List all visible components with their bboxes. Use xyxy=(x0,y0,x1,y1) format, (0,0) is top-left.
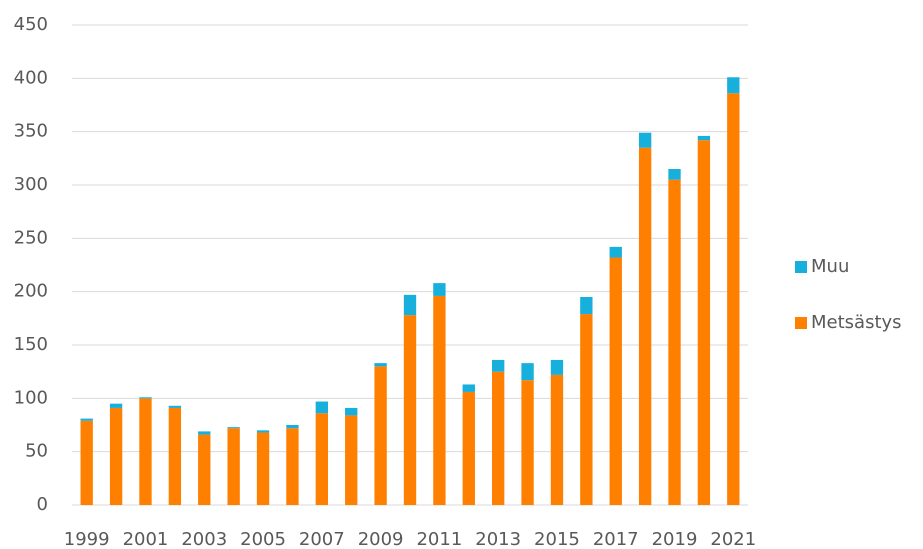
y-tick-label: 0 xyxy=(37,494,48,515)
bar-segment xyxy=(198,434,211,505)
bar-segment xyxy=(550,374,564,505)
bar-segment xyxy=(315,401,328,414)
bar-segment xyxy=(697,140,711,505)
bar-segment xyxy=(462,384,475,392)
bar-segment xyxy=(492,359,505,372)
bar-segment xyxy=(697,135,711,141)
bar-segment xyxy=(580,314,593,505)
bar-segment xyxy=(168,405,182,408)
bar-segment xyxy=(668,179,681,505)
bar-segment xyxy=(638,147,652,505)
bar-segment xyxy=(256,432,270,505)
bar-segment xyxy=(521,380,534,505)
x-tick-label: 2021 xyxy=(710,529,756,549)
bar-segment xyxy=(139,397,152,399)
y-tick-label: 300 xyxy=(14,174,48,195)
bar-segment xyxy=(462,391,475,505)
bar-segment xyxy=(198,431,211,435)
bar-segment xyxy=(727,77,740,94)
x-tick-label: 1999 xyxy=(64,529,110,549)
x-tick-label: 2015 xyxy=(534,529,580,549)
y-tick-label: 450 xyxy=(14,14,48,35)
x-tick-label: 2017 xyxy=(593,529,639,549)
bar-segment xyxy=(227,428,240,505)
bar-segment xyxy=(727,93,740,506)
bar-segment xyxy=(403,294,417,316)
y-tick-label: 200 xyxy=(14,281,48,302)
bar-segment xyxy=(109,403,123,408)
legend-label: Muu xyxy=(811,256,849,277)
bar-segment xyxy=(374,363,387,367)
y-tick-label: 50 xyxy=(25,441,48,462)
legend-swatch xyxy=(795,261,807,273)
legend-swatch xyxy=(795,317,807,329)
bar-segment xyxy=(433,283,446,296)
bar-segment xyxy=(286,425,299,429)
bar-segment xyxy=(668,169,681,180)
bar-segment xyxy=(433,295,446,505)
bar-segment xyxy=(227,427,240,429)
bar-segment xyxy=(638,132,652,148)
bar-segment xyxy=(168,407,182,505)
y-tick-label: 250 xyxy=(14,227,48,248)
x-tick-label: 2005 xyxy=(240,529,286,549)
x-tick-label: 2011 xyxy=(416,529,462,549)
bar-segment xyxy=(345,407,358,416)
x-tick-label: 2003 xyxy=(181,529,227,549)
bar-segment xyxy=(315,413,328,505)
bar-segment xyxy=(550,359,564,375)
bar-segment xyxy=(139,398,152,505)
bar-segment xyxy=(609,246,622,258)
bar-segment xyxy=(80,420,93,505)
bar-segment xyxy=(492,371,505,505)
bar-segment xyxy=(609,257,622,505)
bar-segment xyxy=(286,428,299,505)
x-tick-label: 2019 xyxy=(652,529,698,549)
bar-segment xyxy=(521,363,534,381)
y-tick-label: 150 xyxy=(14,334,48,355)
bar-segment xyxy=(580,297,593,315)
y-tick-label: 350 xyxy=(14,121,48,142)
x-tick-label: 2007 xyxy=(299,529,345,549)
y-tick-label: 100 xyxy=(14,387,48,408)
bar-segment xyxy=(80,418,93,421)
x-tick-label: 2001 xyxy=(123,529,169,549)
x-tick-label: 2013 xyxy=(475,529,521,549)
bar-segment xyxy=(109,407,123,505)
x-tick-label: 2009 xyxy=(358,529,404,549)
bar-segment xyxy=(403,315,417,505)
bar-segment xyxy=(256,430,270,433)
bar-segment xyxy=(374,366,387,505)
bar-segment xyxy=(345,415,358,505)
legend-label: Metsästys xyxy=(811,312,902,333)
y-tick-label: 400 xyxy=(14,67,48,88)
